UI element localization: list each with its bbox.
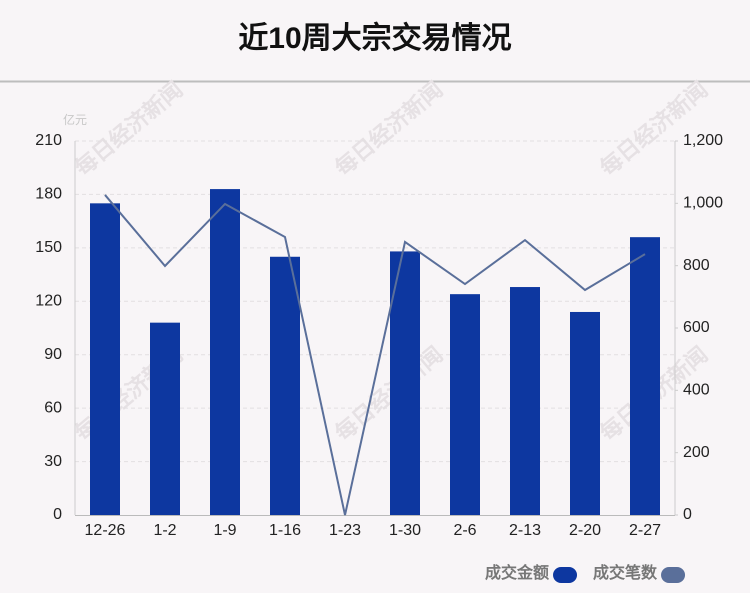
bar (90, 203, 120, 516)
y-tick-label: 30 (44, 453, 62, 470)
y-tick-label: 90 (44, 346, 62, 363)
y2-tick-label: 800 (683, 257, 710, 274)
y2-tick-label: 0 (683, 506, 692, 523)
y-tick-label: 120 (35, 293, 62, 310)
legend-label: 成交笔数 (593, 563, 658, 582)
x-tick-label: 12-26 (85, 522, 126, 539)
bar (210, 189, 240, 516)
y2-tick-label: 400 (683, 382, 710, 399)
bar (390, 251, 420, 515)
legend-label: 成交金额 (485, 563, 549, 582)
x-tick-label: 1-30 (389, 522, 421, 539)
x-tick-label: 2-13 (509, 522, 541, 539)
x-tick-label: 1-16 (269, 522, 301, 539)
chart-title: 近10周大宗交易情况 (238, 21, 511, 55)
x-tick-label: 2-20 (569, 522, 601, 539)
x-tick-label: 2-27 (629, 522, 661, 539)
legend-swatch (553, 567, 578, 583)
y-tick-label: 150 (35, 239, 62, 256)
y-tick-label: 210 (35, 132, 62, 149)
x-tick-label: 2-6 (453, 522, 476, 539)
bar (570, 311, 600, 515)
x-tick-label: 1-9 (213, 522, 236, 539)
x-tick-label: 1-2 (153, 522, 176, 539)
y-tick-label: 60 (44, 399, 62, 416)
y-tick-label: 180 (35, 186, 62, 203)
bar (450, 294, 480, 515)
y2-tick-label: 600 (683, 319, 710, 336)
y-tick-label: 0 (53, 506, 62, 523)
bar (510, 287, 540, 515)
y2-tick-label: 1,000 (683, 195, 723, 212)
y-unit: 亿元 (63, 112, 87, 127)
line (104, 194, 646, 516)
x-tick-label: 1-23 (329, 522, 361, 539)
y2-tick-label: 200 (683, 444, 710, 461)
bar (150, 322, 180, 515)
legend-swatch (661, 567, 686, 583)
bar (630, 237, 660, 515)
bar (270, 256, 300, 515)
y2-tick-label: 1,200 (683, 132, 723, 149)
